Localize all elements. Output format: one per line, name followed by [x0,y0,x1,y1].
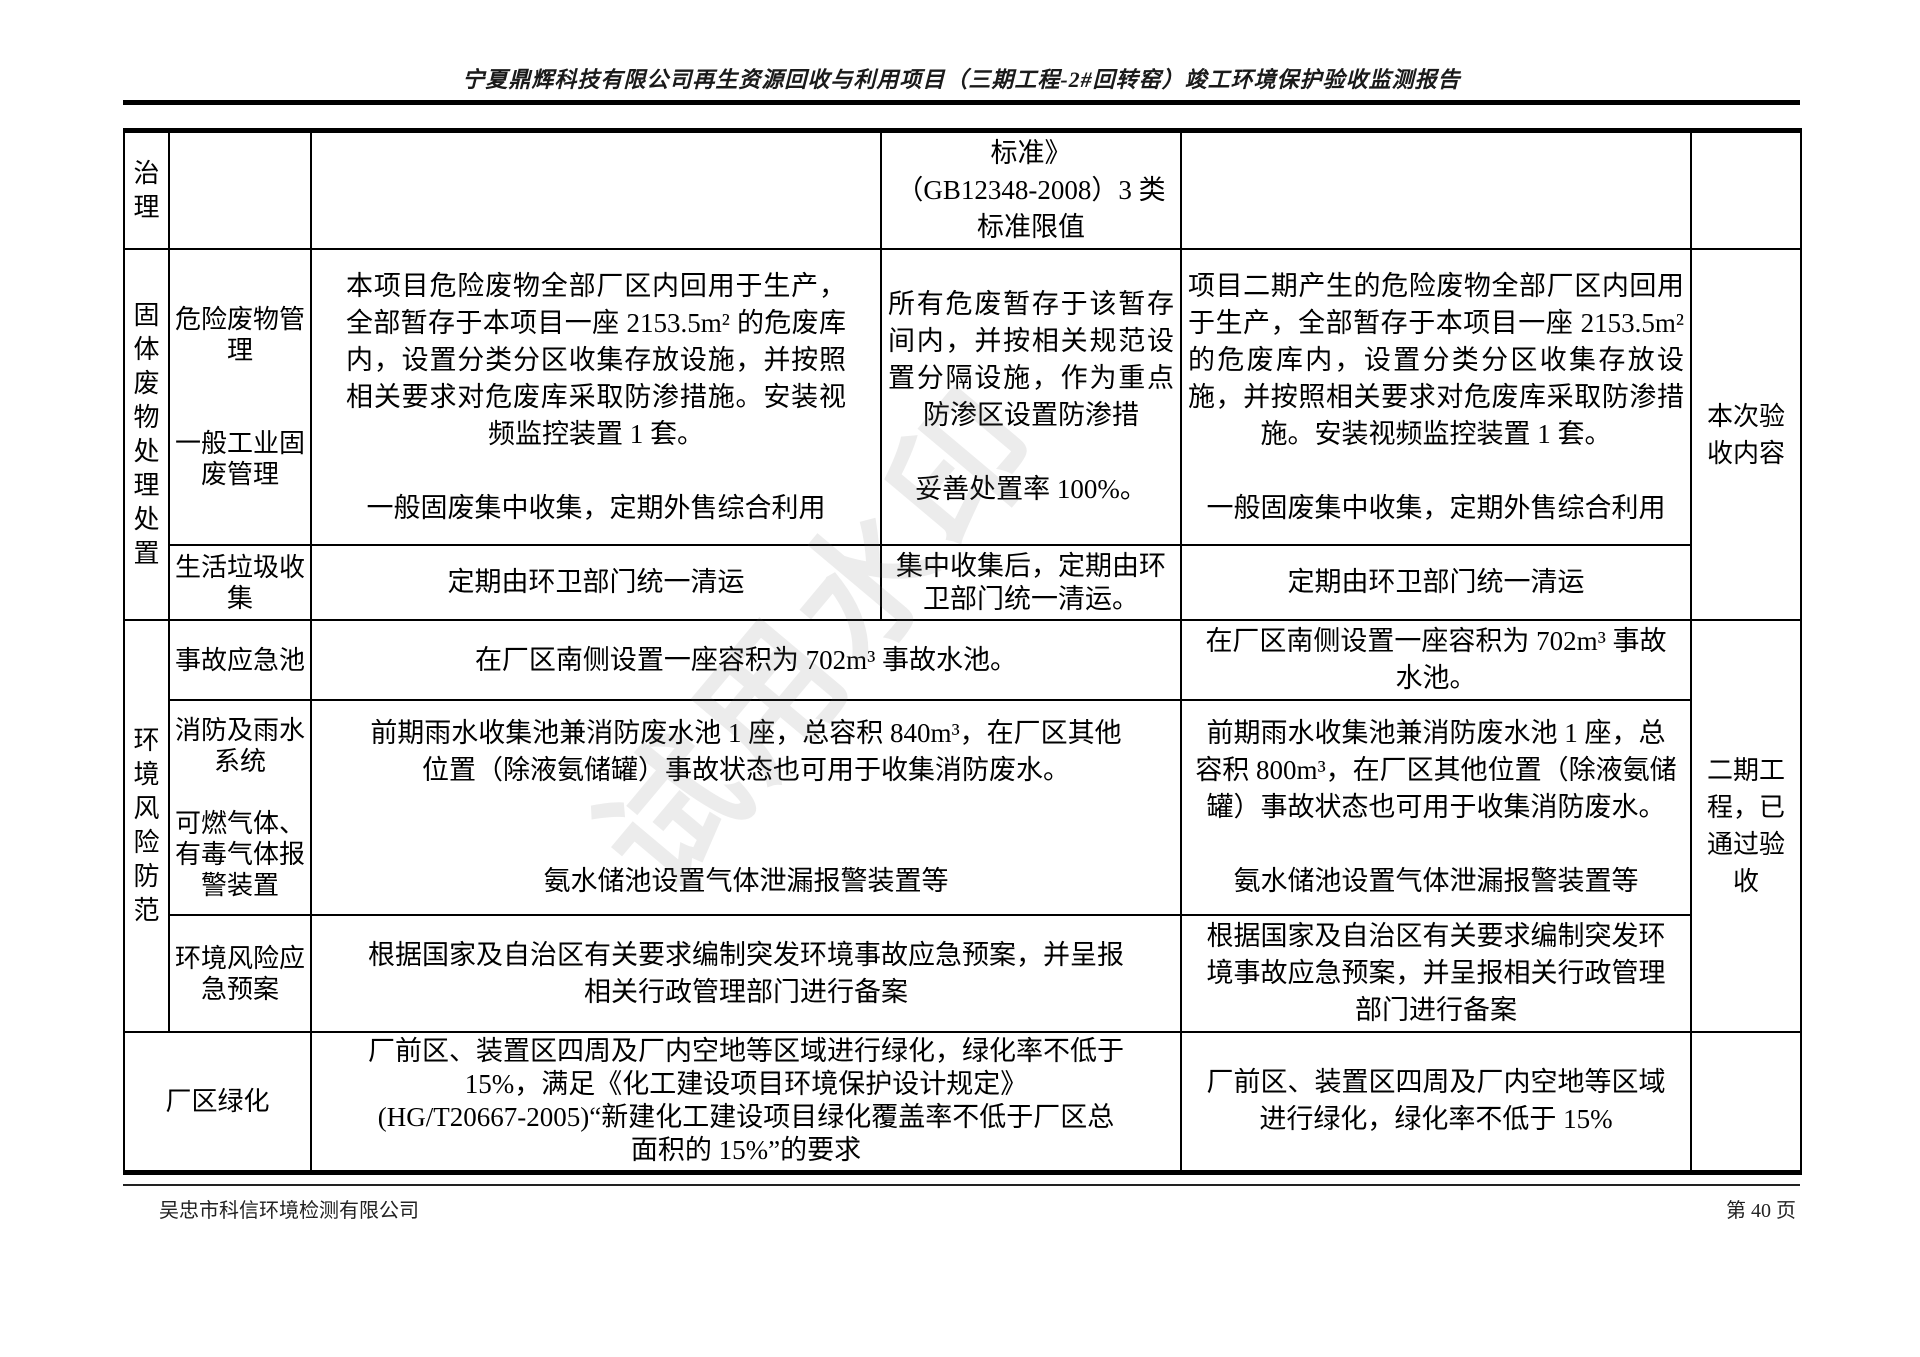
page-footer: 吴忠市科信环境检测有限公司 第 40 页 [123,1194,1800,1223]
cell-r5-sub: 消防及雨水 系统 可燃气体、 有毒气体报 警装置 [168,699,312,916]
cell-r1-design [310,129,882,250]
cell-category-env-risk: 环境风险防范 [123,619,170,1033]
cell-r2-requirement: 所有危废暂存于该暂存间内，并按相关规范设置分隔设施，作为重点防渗区设置防渗措 妥… [880,248,1182,546]
cell-r3-sub: 生活垃圾收 集 [168,544,312,621]
footer-company-name: 吴忠市科信环境检测有限公司 [159,1200,419,1222]
cell-note-this-acceptance: 本次验 收内容 [1690,248,1802,621]
cell-category-solid-waste: 固体废物处理处置 [123,248,170,621]
cell-r1-sub [168,129,312,250]
cell-r1-note [1690,129,1802,250]
footer-page-number: 第 40 页 [1726,1200,1796,1222]
cell-r1-actual [1180,129,1692,250]
row-noise-treatment-cont: 治理 标准》 （GB12348-2008）3 类 标准限值 [123,129,1802,250]
cell-r7-design: 厂前区、装置区四周及厂内空地等区域进行绿化，绿化率不低于 15%，满足《化工建设… [310,1031,1182,1173]
cell-r7-label: 厂区绿化 [123,1031,312,1173]
header-rule [123,100,1800,105]
cell-r2-design: 本项目危险废物全部厂区内回用于生产，全部暂存于本项目一座 2153.5m² 的危… [310,248,882,546]
cell-r3-requirement: 集中收集后，定期由环 卫部门统一清运。 [880,544,1182,621]
cell-r7-note [1690,1031,1802,1173]
row-greening: 厂区绿化 厂前区、装置区四周及厂内空地等区域进行绿化，绿化率不低于 15%，满足… [123,1031,1802,1173]
cell-r2-sub: 危险废物管 理 一般工业固 废管理 [168,248,312,546]
cell-note-phase2-accepted: 二期工 程，已 通过验 收 [1690,619,1802,1033]
cell-r5-design: 前期雨水收集池兼消防废水池 1 座，总容积 840m³，在厂区其他 位置（除液氨… [310,699,1182,916]
cell-r3-design: 定期由环卫部门统一清运 [310,544,882,621]
cell-r2-actual: 项目二期产生的危险废物全部厂区内回用于生产，全部暂存于本项目一座 2153.5m… [1180,248,1692,546]
cell-r4-actual: 在厂区南侧设置一座容积为 702m³ 事故 水池。 [1180,619,1692,701]
cell-r5-actual: 前期雨水收集池兼消防废水池 1 座，总 容积 800m³，在厂区其他位置（除液氨… [1180,699,1692,916]
cell-r4-design: 在厂区南侧设置一座容积为 702m³ 事故水池。 [310,619,1182,701]
acceptance-content-table: 治理 标准》 （GB12348-2008）3 类 标准限值 固体废物处理处置 危… [123,128,1802,1175]
row-emergency-pool: 环境风险防范 事故应急池 在厂区南侧设置一座容积为 702m³ 事故水池。 在厂… [123,619,1802,1033]
cell-r7-actual: 厂前区、装置区四周及厂内空地等区域 进行绿化，绿化率不低于 15% [1180,1031,1692,1173]
page-header-title: 宁夏鼎辉科技有限公司再生资源回收与利用项目（三期工程-2#回转窑）竣工环境保护验… [462,67,1461,92]
row-domestic-garbage: 生活垃圾收 集 定期由环卫部门统一清运 集中收集后，定期由环 卫部门统一清运。 … [124,544,1801,621]
cell-category-treatment: 治理 [123,129,170,250]
cell-r6-actual: 根据国家及自治区有关要求编制突发环 境事故应急预案，并呈报相关行政管理 部门进行… [1180,914,1692,1033]
row-fire-rainwater: 消防及雨水 系统 可燃气体、 有毒气体报 警装置 前期雨水收集池兼消防废水池 1… [124,699,1801,916]
cell-r6-sub: 环境风险应 急预案 [168,914,312,1033]
cell-r1-standard: 标准》 （GB12348-2008）3 类 标准限值 [880,129,1182,250]
cell-r4-sub: 事故应急池 [168,619,312,701]
cell-r6-design: 根据国家及自治区有关要求编制突发环境事故应急预案，并呈报 相关行政管理部门进行备… [310,914,1182,1033]
row-solid-waste-hazardous: 固体废物处理处置 危险废物管 理 一般工业固 废管理 本项目危险废物全部厂区内回… [123,248,1802,621]
row-emergency-plan: 环境风险应 急预案 根据国家及自治区有关要求编制突发环境事故应急预案，并呈报 相… [124,914,1801,1033]
footer-rule [123,1184,1800,1186]
cell-r3-actual: 定期由环卫部门统一清运 [1180,544,1692,621]
